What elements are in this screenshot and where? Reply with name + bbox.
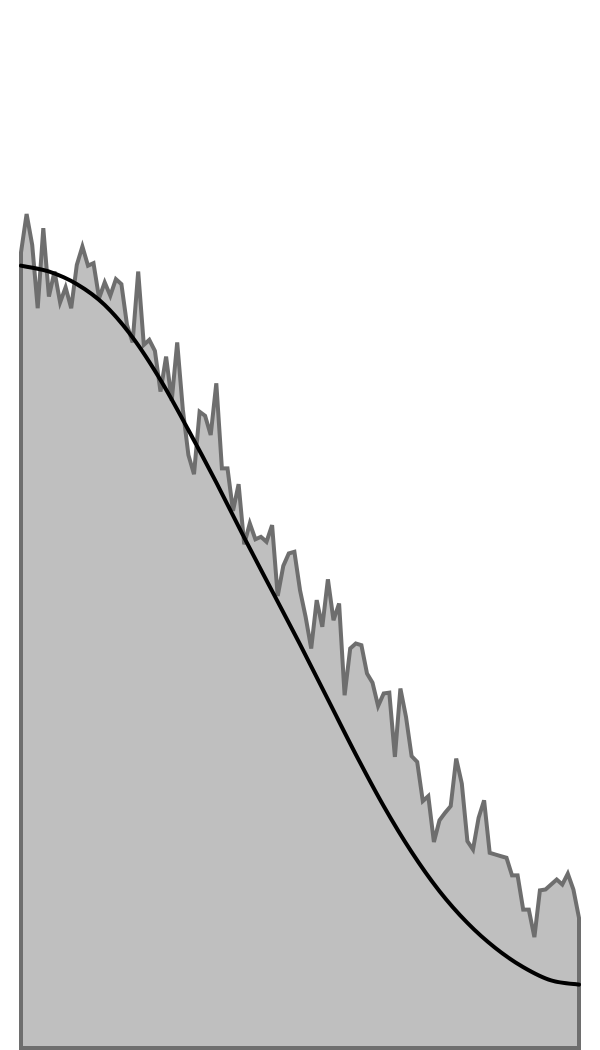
trend-line <box>19 263 581 987</box>
area-fill <box>21 214 579 1048</box>
plot-area <box>19 213 581 1050</box>
area-outline-line <box>19 213 581 1050</box>
